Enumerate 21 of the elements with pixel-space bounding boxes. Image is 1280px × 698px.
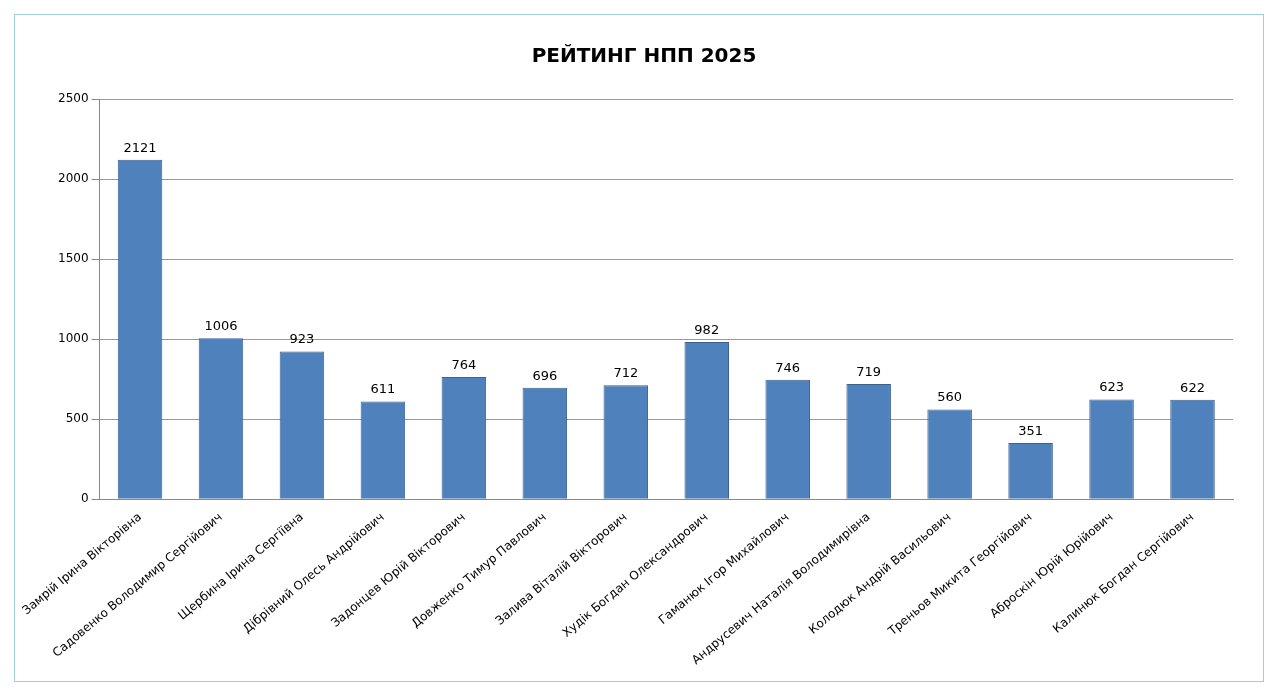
y-tick-label: 2500 [57,91,89,106]
y-tick-label: 1500 [57,251,89,266]
y-tick-label: 1000 [57,331,89,346]
y-tick-label: 500 [65,411,89,426]
data-label: 696 [532,367,558,383]
data-label: 622 [1180,379,1205,395]
chart-title: РЕЙТИНГ НПП 2025 [531,43,757,68]
data-label: 764 [451,356,477,372]
data-label: 982 [694,321,720,337]
y-tick-label: 2000 [57,171,89,186]
y-tick-label: 0 [80,491,89,506]
data-label: 746 [775,359,801,375]
data-label: 2121 [123,139,157,155]
data-label: 923 [289,331,315,347]
data-label: 560 [937,389,963,405]
data-label: 1006 [204,318,238,334]
data-label: 712 [613,365,639,381]
data-label: 351 [1018,422,1044,438]
data-label: 719 [856,363,882,379]
data-label: 623 [1099,379,1124,395]
data-label: 611 [370,381,396,397]
